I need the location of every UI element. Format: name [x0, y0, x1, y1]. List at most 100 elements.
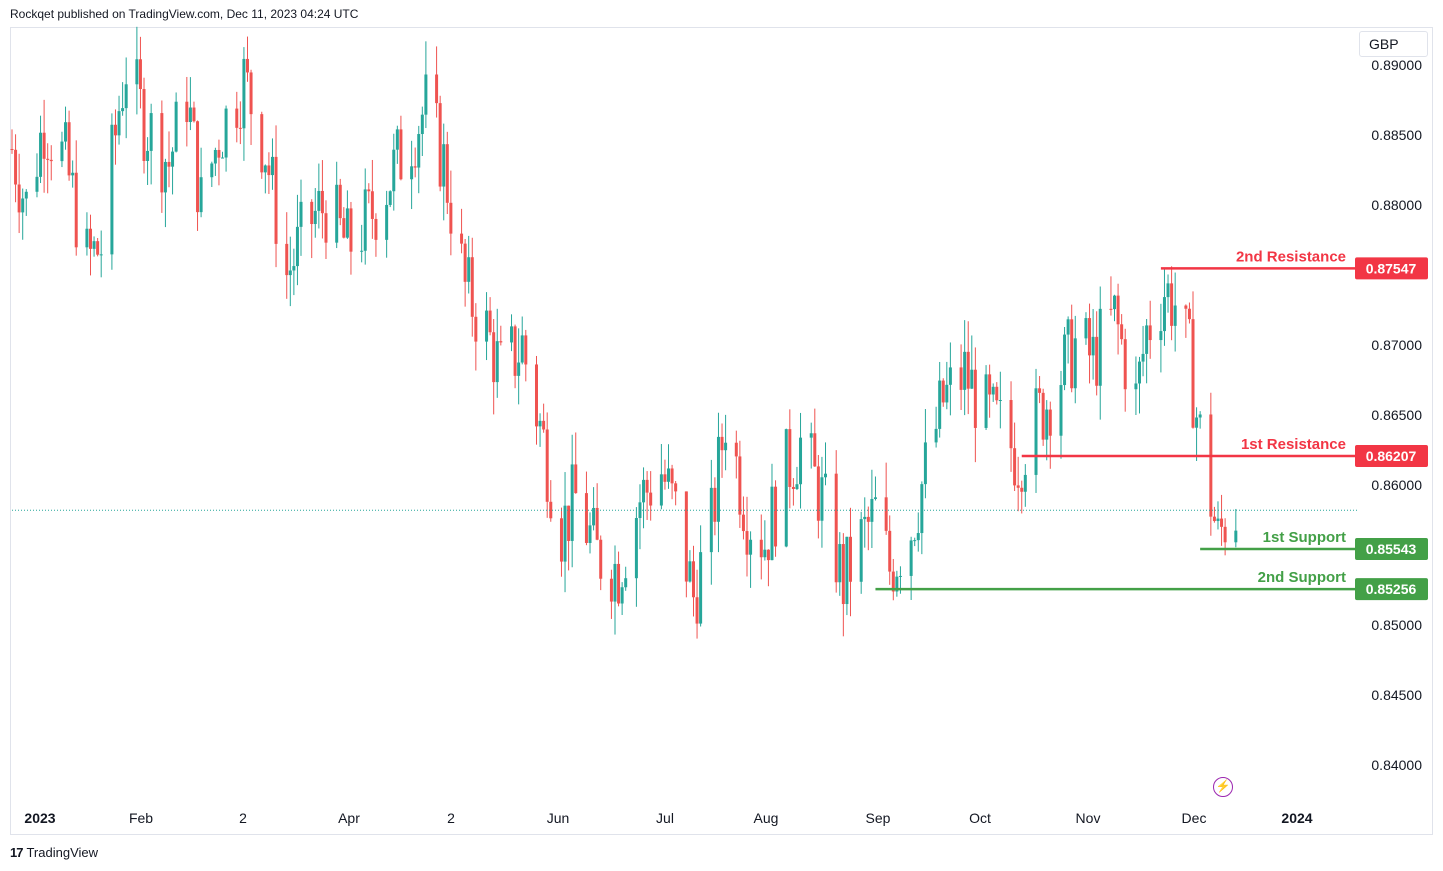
x-tick-label: Jul — [656, 810, 674, 826]
candle-body — [17, 184, 21, 213]
support-level: 1st Support 0.85543 — [1200, 529, 1428, 560]
candle — [245, 36, 249, 82]
candle-body — [588, 525, 592, 543]
candle-body — [463, 243, 467, 282]
footer-brand[interactable]: TradingView — [26, 845, 99, 860]
y-tick-label: 0.86000 — [1371, 477, 1422, 493]
candle — [1023, 464, 1027, 507]
candle-body — [659, 474, 663, 506]
candle-body — [338, 184, 342, 219]
candle — [1034, 368, 1038, 493]
candle-body — [46, 158, 50, 160]
candle-body — [634, 518, 638, 579]
candle — [741, 496, 745, 540]
candle-body — [92, 241, 96, 249]
candle-body — [770, 486, 774, 561]
lightning-icon[interactable]: ⚡ — [1213, 777, 1233, 797]
candle-body — [684, 491, 688, 582]
candle — [584, 471, 588, 546]
candle — [799, 412, 803, 509]
candle-body — [545, 429, 549, 502]
candle-body — [813, 433, 817, 467]
candle-body — [295, 226, 299, 267]
candle — [834, 450, 838, 593]
candle-body — [724, 442, 728, 451]
x-tick-label: 2023 — [24, 810, 55, 826]
candle — [1041, 388, 1045, 446]
candle-body — [670, 468, 674, 484]
candle — [292, 248, 296, 296]
candle — [599, 535, 603, 591]
candle — [1170, 266, 1174, 341]
candle — [634, 507, 638, 607]
candle — [534, 355, 538, 445]
candle-body — [774, 486, 778, 547]
candle — [838, 532, 842, 596]
candle — [820, 456, 824, 548]
candle — [310, 199, 314, 259]
candle-body — [1013, 448, 1017, 486]
candle — [85, 212, 89, 256]
candle — [121, 82, 125, 116]
candle — [71, 160, 75, 188]
candle-body — [517, 362, 521, 376]
x-tick-label: Dec — [1182, 810, 1207, 826]
currency-selector[interactable]: GBP — [1359, 31, 1428, 57]
candle — [1134, 356, 1138, 415]
candle-body — [310, 201, 314, 225]
candle-body — [138, 59, 142, 90]
candle-body — [1059, 385, 1063, 436]
candle-body — [1098, 308, 1102, 386]
candle-body — [285, 243, 289, 276]
candle — [824, 442, 828, 486]
candle — [517, 328, 521, 405]
candle — [335, 161, 339, 249]
candle — [110, 113, 114, 270]
candle — [492, 319, 496, 415]
candle-body — [1066, 319, 1070, 335]
candle — [659, 444, 663, 510]
candle — [392, 133, 396, 211]
candle-body — [317, 190, 321, 211]
candle-body — [1113, 295, 1117, 310]
candle — [991, 383, 995, 402]
candle-body — [238, 127, 242, 129]
candle-body — [367, 189, 371, 192]
x-tick-label: 2 — [447, 810, 455, 826]
candle — [770, 463, 774, 561]
candle-body — [1070, 319, 1074, 389]
candle-body — [242, 58, 246, 129]
candle — [563, 472, 567, 593]
candle — [324, 200, 328, 259]
candle — [442, 123, 446, 221]
candle-body — [934, 428, 938, 443]
candle — [495, 308, 499, 398]
candle — [895, 570, 899, 597]
candle — [167, 131, 171, 188]
candle — [1234, 508, 1238, 548]
candle-body — [592, 507, 596, 526]
candle — [485, 292, 489, 361]
candle — [1159, 303, 1163, 373]
candle-body — [1020, 487, 1024, 492]
tradingview-logo-icon[interactable]: 17 — [10, 845, 24, 860]
candle — [913, 537, 917, 547]
candle-body — [845, 536, 849, 605]
candle-body — [260, 114, 264, 173]
candle-body — [1137, 361, 1141, 384]
candle — [24, 189, 28, 216]
candle — [349, 201, 353, 275]
candle-body — [791, 486, 795, 489]
candle — [866, 506, 870, 551]
candle-body — [196, 121, 200, 213]
candle — [988, 364, 992, 418]
candle-body — [149, 113, 153, 151]
time-axis: 2023 Feb 2 Apr 2 Jun Jul Aug Sep Oct Nov Dec 2024 — [24, 810, 1312, 826]
candle-body — [963, 351, 967, 390]
candle-body — [485, 310, 489, 342]
candle-body — [513, 326, 517, 376]
candle-body — [324, 213, 328, 243]
candle-body — [160, 113, 164, 193]
candle — [185, 76, 189, 147]
